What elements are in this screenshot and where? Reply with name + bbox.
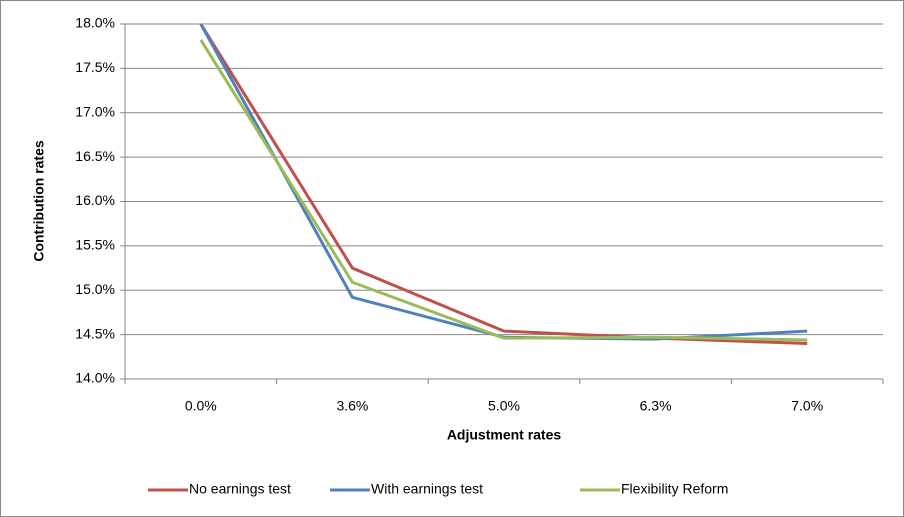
x-tick-label: 3.6% [336,398,368,414]
y-tick-label: 14.5% [75,325,115,341]
x-tick-label: 7.0% [791,398,823,414]
y-tick-label: 17.0% [75,103,115,119]
y-axis-title: Contribution rates [31,140,47,262]
y-tick-label: 18.0% [75,15,115,31]
series-line [199,23,808,345]
legend-label: No earnings test [189,481,291,497]
x-tick-label: 6.3% [640,398,672,414]
legend-label: With earnings test [371,481,483,497]
series-line [199,39,808,342]
x-tick-label: 0.0% [185,398,217,414]
x-axis-title: Adjustment rates [447,427,562,443]
y-tick-label: 16.5% [75,148,115,164]
y-tick-label: 15.0% [75,281,115,297]
y-tick-label: 16.0% [75,192,115,208]
y-tick-label: 14.0% [75,370,115,386]
y-tick-label: 17.5% [75,59,115,75]
x-tick-label: 5.0% [488,398,520,414]
legend-label: Flexibility Reform [621,481,728,497]
y-tick-label: 15.5% [75,237,115,253]
